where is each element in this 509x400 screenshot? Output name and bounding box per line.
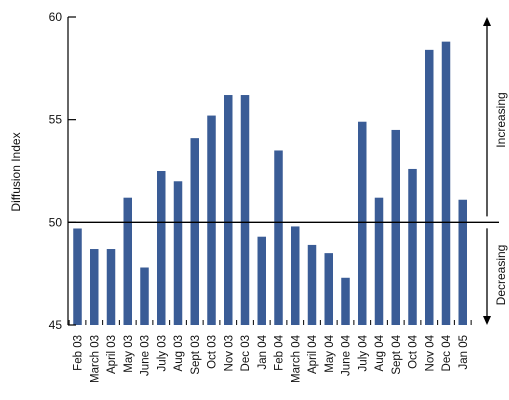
x-tick-label: Sept 04	[391, 334, 403, 374]
x-tick-label: July 04	[357, 334, 369, 371]
increasing-arrow-head	[483, 17, 491, 26]
bar-4	[123, 197, 132, 325]
x-tick-label: April 04	[307, 334, 319, 374]
x-tick-label: April 03	[106, 335, 118, 374]
bar-23	[441, 41, 451, 325]
y-tick-label-60: 60	[49, 10, 63, 24]
x-tick-label: Jan 04	[257, 334, 269, 369]
bar-12	[257, 236, 266, 325]
bar-5	[140, 267, 149, 325]
y-tick-label-50: 50	[49, 215, 63, 229]
bar-8	[190, 138, 199, 325]
x-tick-label: Oct 04	[408, 334, 420, 368]
x-tick-label: Dec 04	[441, 334, 453, 371]
x-tick-label: March 03	[89, 335, 101, 383]
bar-20	[391, 129, 400, 325]
bar-19	[374, 197, 384, 325]
y-axis-title: Diffusion Index	[9, 132, 23, 211]
y-ticks-group: 45 50 55 60	[49, 10, 76, 332]
direction-arrows-group	[483, 17, 491, 325]
x-tick-label: May 03	[123, 335, 135, 373]
decreasing-arrow-head	[483, 316, 491, 325]
bar-16	[324, 253, 333, 325]
x-tick-label: Aug 04	[374, 334, 386, 371]
bar-9	[207, 115, 216, 325]
increasing-label: Increasing	[494, 92, 508, 147]
x-tick-label: July 03	[156, 335, 168, 371]
bar-17	[341, 277, 350, 325]
bar-7	[173, 181, 183, 325]
bar-22	[425, 49, 434, 325]
x-tick-label: Feb 03	[73, 335, 85, 371]
x-tick-label: Sept 03	[190, 335, 202, 375]
x-tick-label: June 04	[341, 334, 353, 376]
x-tick-label: March 04	[290, 334, 302, 383]
x-tick-label: May 04	[324, 334, 336, 372]
bar-6	[157, 171, 166, 325]
y-tick-label-45: 45	[49, 318, 63, 332]
bar-15	[307, 244, 317, 325]
bar-18	[358, 121, 367, 325]
bar-11	[240, 95, 250, 325]
x-tick-label: Oct 03	[207, 335, 219, 369]
bar-2	[90, 249, 99, 325]
x-tick-label: Nov 04	[424, 334, 436, 371]
bar-24	[458, 199, 467, 325]
x-labels-group: Feb 03 March 03 April 03 May 03 June 03 July …	[73, 334, 470, 383]
bar-21	[408, 168, 417, 325]
y-tick-label-55: 55	[49, 113, 63, 127]
x-tick-label: June 03	[140, 335, 152, 376]
x-tick-label: Jan 05	[458, 335, 470, 370]
x-tick-label: Nov 03	[223, 335, 235, 371]
bar-14	[291, 226, 300, 325]
x-tick-label: Dec 03	[240, 335, 252, 371]
x-tick-label: Aug 03	[173, 335, 185, 371]
decreasing-label: Decreasing	[494, 245, 508, 306]
bar-3	[106, 249, 116, 325]
bars-group	[73, 41, 467, 325]
bar-1	[73, 228, 82, 325]
x-tick-label: Feb 04	[274, 334, 286, 370]
x-ticks-group	[68, 320, 472, 325]
bar-10	[224, 95, 233, 325]
bar-13	[274, 150, 283, 325]
